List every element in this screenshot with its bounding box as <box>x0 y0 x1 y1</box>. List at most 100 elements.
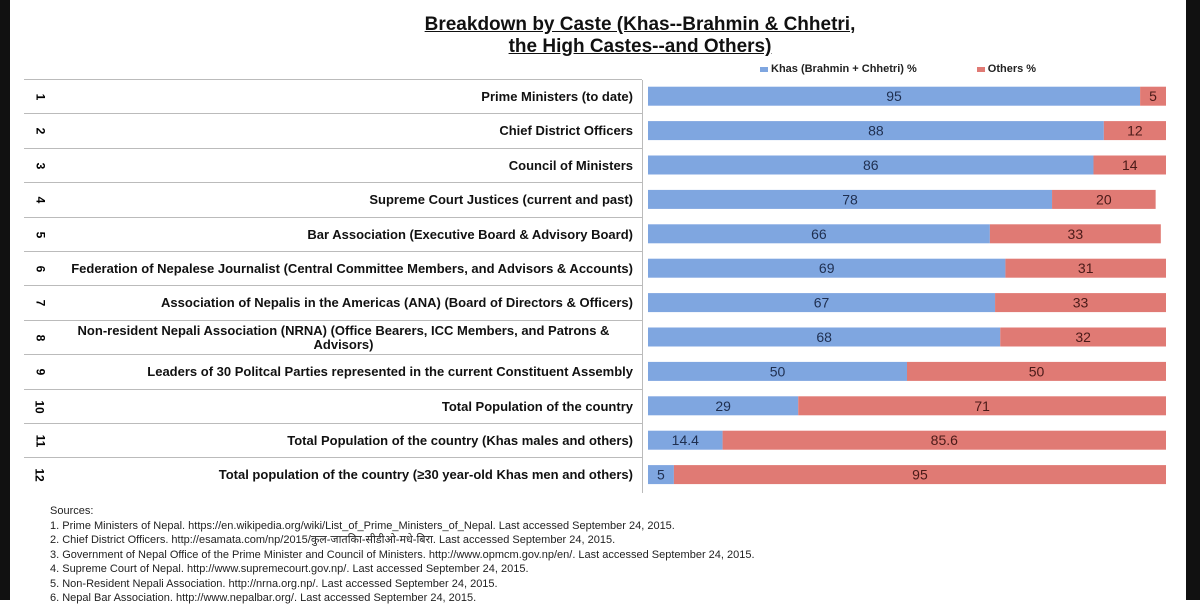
title-line-2: the High Castes--and Others) <box>508 36 772 57</box>
category-label-text: Total Population of the country (Khas ma… <box>287 433 633 448</box>
category-label: Total Population of the country <box>54 390 633 424</box>
bar-khas <box>648 155 1094 175</box>
category-label: Council of Ministers <box>54 149 633 183</box>
category-row: 10 Total Population of the country <box>24 388 642 424</box>
category-label: Chief District Officers <box>54 114 633 148</box>
bar-others <box>798 396 1166 416</box>
legend-item-others: Others % <box>976 63 1037 75</box>
source-item: 4. Supreme Court of Nepal. http://www.su… <box>50 563 529 575</box>
category-label: Federation of Nepalese Journalist (Centr… <box>54 252 633 286</box>
source-item: 5. Non-Resident Nepali Association. http… <box>50 577 498 590</box>
category-label: Supreme Court Justices (current and past… <box>54 183 633 217</box>
category-label-text: Council of Ministers <box>508 157 633 173</box>
bar-khas <box>648 189 1053 209</box>
category-row: 6 Federation of Nepalese Journalist (Cent… <box>24 251 642 286</box>
data-label-khas: 29 <box>715 398 731 414</box>
category-label-text: Supreme Court Justices (current and past… <box>369 192 633 208</box>
data-label-others: 32 <box>1075 329 1091 345</box>
category-label: Total Population of the country (Khas ma… <box>54 424 633 458</box>
bar-khas <box>648 327 1001 347</box>
data-label-others: 95 <box>912 467 928 483</box>
category-row: 1 Prime Ministers (to date) <box>24 79 642 114</box>
data-label-khas: 50 <box>770 363 786 379</box>
legend-label-others: Others % <box>987 63 1037 75</box>
legend-swatch-khas <box>760 66 768 72</box>
category-label-text: Federation of Nepalese Journalist (Centr… <box>71 261 633 276</box>
data-label-others: 20 <box>1096 191 1112 207</box>
left-border <box>0 0 10 600</box>
category-row: 12 Total population of the country (≥30 y… <box>24 457 642 492</box>
category-label: Total population of the country (≥30 yea… <box>54 458 633 492</box>
bar-khas <box>648 86 1141 106</box>
category-row: 3 Council of Ministers <box>24 147 642 183</box>
source-item: 6. Nepal Bar Association. http://www.nep… <box>50 592 477 604</box>
bar-khas <box>648 121 1104 141</box>
data-label-others: 85.6 <box>931 432 958 448</box>
chart-title: Breakdown by Caste (Khas--Brahmin & Chhe… <box>240 14 1040 58</box>
bar-others <box>722 430 1166 450</box>
category-label-text: Total population of the country (≥30 yea… <box>218 467 633 483</box>
category-label-text: Non-resident Nepali Association (NRNA) (… <box>77 322 610 352</box>
category-row: 11 Total Population of the country (Khas … <box>24 423 642 458</box>
bar-others <box>995 293 1166 313</box>
data-label-khas: 95 <box>886 88 902 104</box>
data-label-khas: 68 <box>816 329 832 345</box>
bar-others <box>989 224 1161 244</box>
bar-others <box>1005 258 1166 278</box>
bar-khas <box>648 430 723 450</box>
bar-others <box>1103 121 1166 141</box>
bar-others <box>1052 189 1156 209</box>
bar-khas <box>648 396 799 416</box>
bar-khas <box>648 258 1006 278</box>
category-label: Association of Nepalis in the Americas (… <box>54 286 633 320</box>
data-label-khas: 86 <box>863 157 879 173</box>
sources: Sources: 1. Prime Ministers of Nepal. ht… <box>50 504 755 606</box>
category-label-text: Chief District Officers <box>499 123 633 139</box>
sources-heading: Sources: <box>50 505 94 517</box>
bar-khas <box>648 465 674 485</box>
data-label-others: 14 <box>1122 157 1138 173</box>
data-label-khas: 78 <box>842 191 858 207</box>
bar-others <box>1140 86 1166 106</box>
data-label-others: 71 <box>974 398 990 414</box>
category-label-text: Leaders of 30 Politcal Parties represent… <box>147 364 633 380</box>
data-label-others: 5 <box>1149 88 1157 104</box>
category-row: 5 Bar Association (Executive Board & Advi… <box>24 216 642 252</box>
bar-khas <box>648 361 907 381</box>
category-label: Bar Association (Executive Board & Advis… <box>54 218 633 252</box>
data-label-others: 31 <box>1078 260 1094 276</box>
category-label: Prime Ministers (to date) <box>54 80 633 114</box>
bar-others <box>907 361 1166 381</box>
data-label-khas: 14.4 <box>672 432 699 448</box>
category-row: 9 Leaders of 30 Politcal Parties represen… <box>24 354 642 389</box>
bar-others <box>1093 155 1166 175</box>
data-label-others: 33 <box>1068 226 1084 242</box>
category-row: 4 Supreme Court Justices (current and pas… <box>24 182 642 217</box>
title-line-1: Breakdown by Caste (Khas--Brahmin & Chhe… <box>424 14 856 35</box>
category-label-text: Association of Nepalis in the Americas (… <box>161 295 633 311</box>
table-divider <box>642 80 643 493</box>
data-label-khas: 66 <box>811 226 827 242</box>
data-label-others: 50 <box>1029 363 1045 379</box>
source-item: 2. Chief District Officers. http://esama… <box>50 534 616 546</box>
category-row: 2 Chief District Officers <box>24 113 642 148</box>
category-label-text: Bar Association (Executive Board & Advis… <box>307 226 633 242</box>
source-item: 1. Prime Ministers of Nepal. https://en.… <box>50 519 675 532</box>
legend: Khas (Brahmin + Chhetri) % Others % <box>760 63 1036 75</box>
category-label-text: Total Population of the country <box>441 398 633 414</box>
data-label-khas: 5 <box>657 467 665 483</box>
data-label-khas: 67 <box>814 295 830 311</box>
category-label-text: Prime Ministers (to date) <box>481 89 633 104</box>
bar-khas <box>648 293 996 313</box>
category-label: Leaders of 30 Politcal Parties represent… <box>54 355 633 389</box>
data-label-khas: 69 <box>819 260 835 276</box>
bar-others <box>1000 327 1166 347</box>
bar-others <box>673 465 1166 485</box>
right-border <box>1186 0 1200 600</box>
bar-khas <box>648 224 990 244</box>
data-label-khas: 88 <box>868 123 884 139</box>
category-row: 7 Association of Nepalis in the Americas … <box>24 285 642 320</box>
legend-label-khas: Khas (Brahmin + Chhetri) % <box>771 63 917 75</box>
category-row: 8 Non-resident Nepali Association (NRNA) … <box>24 319 642 355</box>
